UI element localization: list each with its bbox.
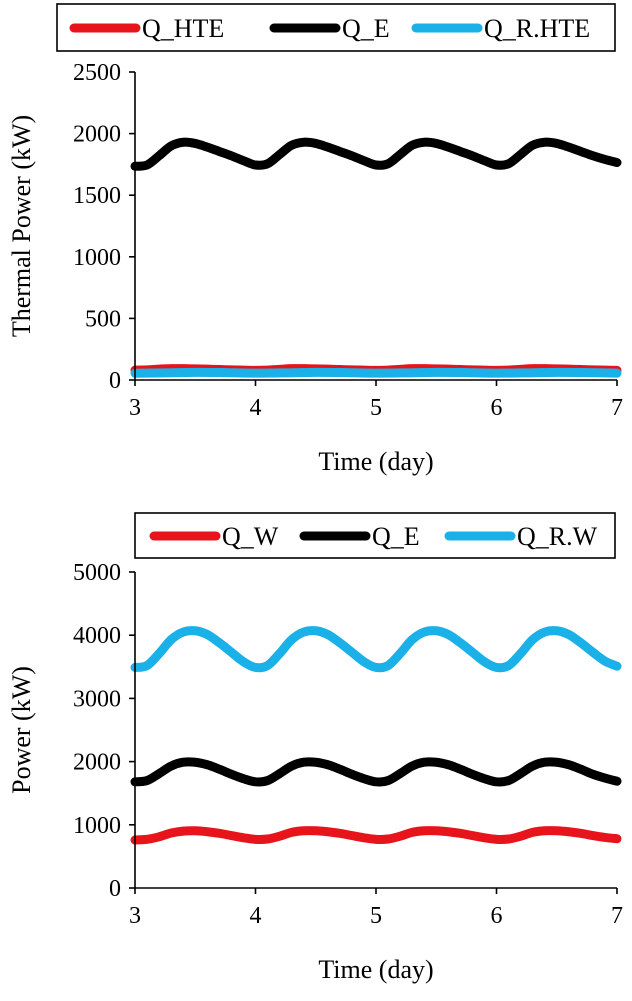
y-tick-label: 2000 <box>73 750 121 776</box>
x-tick-label: 6 <box>491 395 503 421</box>
x-tick-label: 4 <box>250 395 262 421</box>
x-tick-label: 5 <box>370 395 382 421</box>
legend-label: Q_R.HTE <box>484 14 590 43</box>
series-line-q-w <box>130 826 622 845</box>
legend-label: Q_HTE <box>142 14 224 43</box>
legend-item-q-w: Q_W <box>149 522 279 551</box>
series-line-q-e <box>130 757 622 787</box>
y-axis-title: Thermal Power (kW) <box>7 115 36 337</box>
legend-label: Q_E <box>342 14 390 43</box>
x-tick-label: 3 <box>129 395 141 421</box>
legend: Q_HTE Q_E Q_R.HTE <box>69 14 590 43</box>
plot-series <box>130 626 622 845</box>
x-tick-label: 7 <box>611 395 623 421</box>
y-tick-label: 0 <box>109 876 121 902</box>
y-tick-label: 2500 <box>73 60 121 86</box>
legend-label: Q_R.W <box>517 522 598 551</box>
legend-item-q-r-hte: Q_R.HTE <box>411 14 590 43</box>
legend-item-q-hte: Q_HTE <box>69 14 224 43</box>
y-ticks: 0 500 1000 1500 2000 2500 <box>73 60 135 394</box>
plot-series <box>130 137 622 378</box>
y-tick-label: 1000 <box>73 245 121 271</box>
legend-item-q-e: Q_E <box>269 14 390 43</box>
x-tick-label: 7 <box>611 903 623 929</box>
x-tick-label: 5 <box>370 903 382 929</box>
y-tick-label: 0 <box>109 368 121 394</box>
x-ticks: 3 4 5 6 7 <box>129 888 623 929</box>
legend: Q_W Q_E Q_R.W <box>149 522 598 551</box>
y-tick-label: 4000 <box>73 623 121 649</box>
series-line-q-r-hte <box>130 367 622 378</box>
series-line-q-r-w <box>130 626 622 673</box>
y-tick-label: 1000 <box>73 813 121 839</box>
y-tick-label: 1500 <box>73 183 121 209</box>
legend-item-q-e: Q_E <box>299 522 420 551</box>
y-tick-label: 2000 <box>73 122 121 148</box>
x-tick-label: 4 <box>250 903 262 929</box>
y-ticks: 0 1000 2000 3000 4000 5000 <box>73 560 135 902</box>
y-tick-label: 500 <box>85 306 121 332</box>
legend-label: Q_W <box>222 522 279 551</box>
chart-thermal-power: Q_HTE Q_E Q_R.HTE 0 500 1000 1500 2000 2500 3 4 5… <box>7 3 623 476</box>
series-line-q-e <box>130 137 622 171</box>
x-ticks: 3 4 5 6 7 <box>129 380 623 421</box>
x-tick-label: 3 <box>129 903 141 929</box>
y-tick-label: 3000 <box>73 686 121 712</box>
y-tick-label: 5000 <box>73 560 121 586</box>
legend-item-q-r-w: Q_R.W <box>444 522 598 551</box>
x-axis-title: Time (day) <box>318 447 433 476</box>
x-tick-label: 6 <box>491 903 503 929</box>
legend-label: Q_E <box>372 522 420 551</box>
y-axis-title: Power (kW) <box>7 666 36 794</box>
x-axis-title: Time (day) <box>318 955 433 984</box>
